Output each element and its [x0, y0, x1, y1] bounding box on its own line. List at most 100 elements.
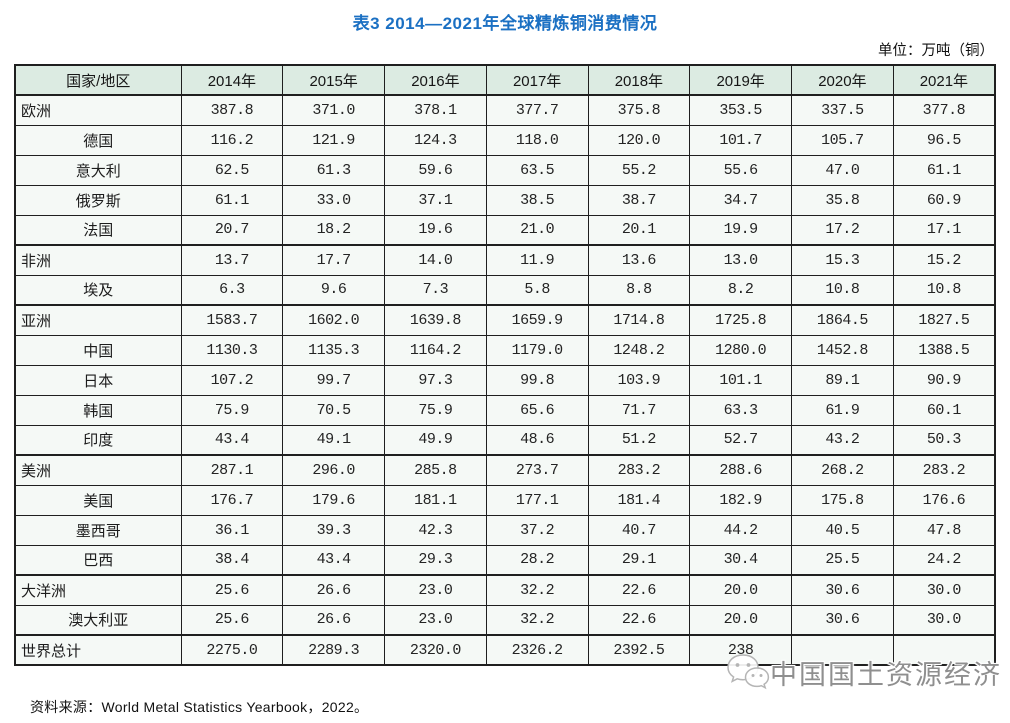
- table-cell: [892, 634, 996, 666]
- table-cell: 283.2: [892, 454, 996, 486]
- row-label: 印度: [14, 424, 182, 456]
- column-header: 国家/地区: [14, 64, 182, 96]
- table-row: 韩国 75.9 70.5 75.9 65.6 71.7 63.3 61.9 60.1: [14, 394, 996, 426]
- row-label: 欧洲: [14, 94, 182, 126]
- table-row: 大洋洲 25.6 26.6 23.0 32.2 22.6 20.0 30.6 30.0: [14, 574, 996, 606]
- table-row: 美洲 287.1 296.0 285.8 273.7 283.2 288.6 268.2 283…: [14, 454, 996, 486]
- row-label: 大洋洲: [14, 574, 182, 606]
- table-cell: 15.3: [791, 244, 894, 276]
- table-cell: 60.1: [892, 394, 996, 426]
- table-cell: 26.6: [282, 604, 385, 636]
- table-cell: 182.9: [689, 484, 792, 516]
- table-cell: 35.8: [791, 184, 894, 216]
- table-cell: 30.6: [791, 574, 894, 606]
- row-label: 中国: [14, 334, 182, 366]
- table-cell: 371.0: [282, 94, 385, 126]
- table-cell: 18.2: [282, 214, 385, 246]
- table-cell: 10.8: [791, 274, 894, 306]
- table-cell: 40.7: [587, 514, 691, 546]
- table-cell: 22.6: [587, 604, 691, 636]
- table-cell: 121.9: [282, 124, 385, 156]
- table-row: 墨西哥 36.1 39.3 42.3 37.2 40.7 44.2 40.5 47.8: [14, 514, 996, 546]
- table-cell: 39.3: [282, 514, 385, 546]
- table-cell: 177.1: [485, 484, 589, 516]
- table-cell: 20.0: [689, 574, 792, 606]
- column-header: 2014年: [180, 64, 284, 96]
- table-cell: 25.6: [180, 574, 284, 606]
- table-cell: 1659.9: [485, 304, 589, 336]
- table-cell: 34.7: [689, 184, 792, 216]
- table-cell: 30.4: [689, 544, 792, 576]
- row-label: 法国: [14, 214, 182, 246]
- table-cell: 2392.5: [587, 634, 691, 666]
- table-row: 俄罗斯 61.1 33.0 37.1 38.5 38.7 34.7 35.8 60.9: [14, 184, 996, 216]
- table-row: 澳大利亚 25.6 26.6 23.0 32.2 22.6 20.0 30.6 30.0: [14, 604, 996, 636]
- table-cell: 1583.7: [180, 304, 284, 336]
- table-cell: 61.3: [282, 154, 385, 186]
- table-cell: 44.2: [689, 514, 792, 546]
- table-cell: 55.2: [587, 154, 691, 186]
- row-label: 意大利: [14, 154, 182, 186]
- table-cell: 99.8: [485, 364, 589, 396]
- table-cell: 13.7: [180, 244, 284, 276]
- row-label: 俄罗斯: [14, 184, 182, 216]
- table-cell: 375.8: [587, 94, 691, 126]
- table-cell: 337.5: [791, 94, 894, 126]
- table-cell: 37.1: [384, 184, 487, 216]
- table-row: 印度 43.4 49.1 49.9 48.6 51.2 52.7 43.2 50.3: [14, 424, 996, 456]
- table-cell: 1164.2: [384, 334, 487, 366]
- table-row: 意大利 62.5 61.3 59.6 63.5 55.2 55.6 47.0 61.1: [14, 154, 996, 186]
- table-cell: 1725.8: [689, 304, 792, 336]
- table-cell: 99.7: [282, 364, 385, 396]
- table-cell: 296.0: [282, 454, 385, 486]
- table-body: 欧洲 387.8 371.0 378.1 377.7 375.8 353.5 337.5 377…: [14, 94, 996, 666]
- table-cell: 1135.3: [282, 334, 385, 366]
- table-cell: 21.0: [485, 214, 589, 246]
- row-label: 澳大利亚: [14, 604, 182, 636]
- table-row: 德国 116.2 121.9 124.3 118.0 120.0 101.7 105.7 96.…: [14, 124, 996, 156]
- table-cell: [791, 634, 894, 666]
- table-cell: 49.9: [384, 424, 487, 456]
- table-cell: 28.2: [485, 544, 589, 576]
- table-cell: 5.8: [485, 274, 589, 306]
- table-cell: 55.6: [689, 154, 792, 186]
- table-cell: 175.8: [791, 484, 894, 516]
- table-cell: 30.0: [892, 604, 996, 636]
- table-cell: 52.7: [689, 424, 792, 456]
- table-row: 中国 1130.3 1135.3 1164.2 1179.0 1248.2 1280.0 14…: [14, 334, 996, 366]
- table-cell: 387.8: [180, 94, 284, 126]
- table-cell: 2320.0: [384, 634, 487, 666]
- row-label: 埃及: [14, 274, 182, 306]
- table-cell: 287.1: [180, 454, 284, 486]
- table-cell: 61.9: [791, 394, 894, 426]
- table-cell: 62.5: [180, 154, 284, 186]
- source-note: 资料来源：World Metal Statistics Yearbook，202…: [30, 699, 369, 715]
- table-cell: 20.7: [180, 214, 284, 246]
- column-header: 2017年: [485, 64, 589, 96]
- table-cell: 32.2: [485, 604, 589, 636]
- table-cell: 60.9: [892, 184, 996, 216]
- table-cell: 176.7: [180, 484, 284, 516]
- table-cell: 1452.8: [791, 334, 894, 366]
- table-cell: 8.2: [689, 274, 792, 306]
- table-cell: 33.0: [282, 184, 385, 216]
- table-cell: 238: [689, 634, 792, 666]
- table-cell: 1280.0: [689, 334, 792, 366]
- table-cell: 75.9: [384, 394, 487, 426]
- table-cell: 42.3: [384, 514, 487, 546]
- table-cell: 65.6: [485, 394, 589, 426]
- table-title: 表3 2014—2021年全球精炼铜消费情况: [352, 14, 658, 33]
- row-label: 亚洲: [14, 304, 182, 336]
- table-cell: 120.0: [587, 124, 691, 156]
- table-cell: 2326.2: [485, 634, 589, 666]
- table-cell: 283.2: [587, 454, 691, 486]
- table-cell: 1714.8: [587, 304, 691, 336]
- table-cell: 1827.5: [892, 304, 996, 336]
- table-cell: 17.2: [791, 214, 894, 246]
- table-cell: 36.1: [180, 514, 284, 546]
- column-header: 2021年: [892, 64, 996, 96]
- table-cell: 124.3: [384, 124, 487, 156]
- table-cell: 22.6: [587, 574, 691, 606]
- table-cell: 378.1: [384, 94, 487, 126]
